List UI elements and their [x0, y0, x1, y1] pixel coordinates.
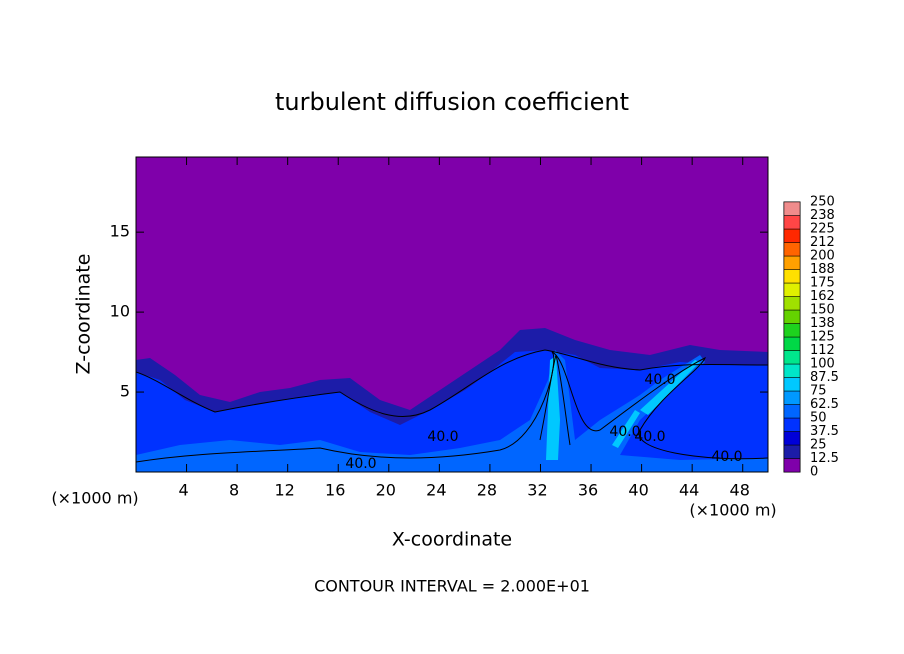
colorbar-label: 212	[810, 235, 835, 250]
x-tick-label: 16	[325, 481, 345, 500]
colorbar-cell	[783, 323, 801, 338]
plot-frame	[135, 156, 769, 473]
colorbar-cell	[783, 458, 801, 473]
colorbar-cell	[783, 215, 801, 230]
x-tick-label: 44	[679, 481, 699, 500]
contour-label: 40.0	[644, 372, 675, 388]
colorbar-label: 150	[810, 303, 835, 318]
x-tick-label: 20	[376, 481, 396, 500]
x-axis-unit: (×1000 m)	[689, 501, 776, 520]
x-tick-label: 8	[229, 481, 239, 500]
colorbar-label: 200	[810, 249, 835, 264]
x-axis-label: X-coordinate	[392, 529, 512, 551]
colorbar-label: 100	[810, 357, 835, 372]
contour-label: 40.0	[345, 456, 376, 472]
colorbar-label: 138	[810, 316, 835, 331]
colorbar-label: 62.5	[810, 397, 839, 412]
x-tick-label: 24	[426, 481, 446, 500]
colorbar-cell	[783, 350, 801, 365]
colorbar-label: 238	[810, 208, 835, 223]
colorbar-cell	[783, 390, 801, 405]
field-region	[546, 356, 700, 460]
colorbar-cell	[783, 242, 801, 257]
colorbar-label: 125	[810, 330, 835, 345]
colorbar-cell	[783, 431, 801, 446]
x-tick-label: 4	[178, 481, 188, 500]
y-tick-label: 5	[120, 382, 130, 401]
colorbar-label: 12.5	[810, 451, 839, 466]
colorbar-cell	[783, 255, 801, 270]
colorbar-cell	[783, 363, 801, 378]
colorbar-label: 50	[810, 411, 827, 426]
field	[136, 157, 768, 472]
y-axis-label: Z-coordinate	[73, 254, 95, 375]
colorbar-cell	[783, 309, 801, 324]
colorbar-cell	[783, 228, 801, 243]
x-tick-label: 32	[527, 481, 547, 500]
colorbar-label: 0	[810, 465, 818, 480]
colorbar-cell	[783, 282, 801, 297]
colorbar-label: 225	[810, 222, 835, 237]
field-region	[136, 350, 768, 472]
x-tick-label: 12	[275, 481, 295, 500]
colorbar-label: 25	[810, 438, 827, 453]
colorbar-label: 112	[810, 343, 835, 358]
colorbar-label: 188	[810, 262, 835, 277]
contour-label: 40.0	[711, 449, 742, 465]
x-tick-label: 28	[477, 481, 497, 500]
x-tick-label: 40	[628, 481, 648, 500]
colorbar-cell	[783, 269, 801, 284]
contour-label: 40.0	[609, 424, 640, 440]
contour-label: 40.0	[634, 429, 665, 445]
y-tick-label: 15	[110, 222, 130, 241]
x-tick-label: 48	[730, 481, 750, 500]
contour-label: 40.0	[427, 429, 458, 445]
contour-lines	[136, 349, 768, 463]
colorbar-label: 75	[810, 384, 827, 399]
colorbar-cell	[783, 417, 801, 432]
y-tick-label: 10	[110, 302, 130, 321]
colorbar-cell	[783, 336, 801, 351]
x-tick-label: 36	[578, 481, 598, 500]
colorbar-cell	[783, 296, 801, 311]
colorbar-label: 162	[810, 289, 835, 304]
colorbar-cell	[783, 444, 801, 459]
colorbar-cell	[783, 377, 801, 392]
colorbar-cell	[783, 201, 801, 216]
footnote: CONTOUR INTERVAL = 2.000E+01	[314, 577, 590, 596]
colorbar-label: 87.5	[810, 370, 839, 385]
chart-title: turbulent diffusion coefficient	[275, 88, 629, 116]
colorbar-label: 175	[810, 276, 835, 291]
colorbar-label: 37.5	[810, 424, 839, 439]
y-axis-unit: (×1000 m)	[51, 489, 138, 508]
colorbar-label: 250	[810, 195, 835, 210]
colorbar-cell	[783, 404, 801, 419]
